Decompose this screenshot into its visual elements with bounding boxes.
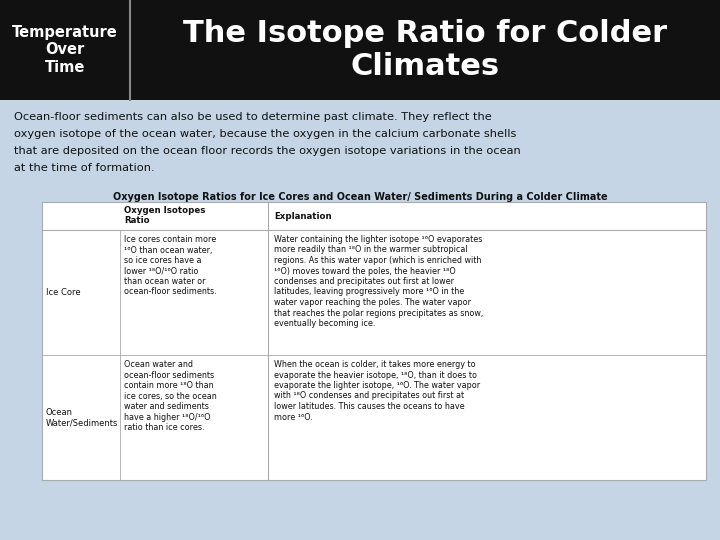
Text: condenses and precipitates out first at lower: condenses and precipitates out first at … [274, 277, 454, 286]
Text: evaporate the heavier isotope, ¹⁸O, than it does to: evaporate the heavier isotope, ¹⁸O, than… [274, 370, 477, 380]
Text: evaporate the lighter isotope, ¹⁶O. The water vapor: evaporate the lighter isotope, ¹⁶O. The … [274, 381, 480, 390]
Bar [0, 0, 720, 100]
Text: ¹⁶O) moves toward the poles, the heavier ¹⁸O: ¹⁶O) moves toward the poles, the heavier… [274, 267, 456, 275]
Text: Ocean-floor sediments can also be used to determine past climate. They reflect t: Ocean-floor sediments can also be used t… [14, 112, 492, 122]
Text: Temperature
Over
Time: Temperature Over Time [12, 25, 118, 75]
Text: water and sediments: water and sediments [124, 402, 209, 411]
Text: contain more ¹⁸O than: contain more ¹⁸O than [124, 381, 214, 390]
Text: than ocean water or: than ocean water or [124, 277, 205, 286]
Bar [0, 100, 720, 540]
Text: Oxygen Isotope Ratios for Ice Cores and Ocean Water/ Sediments During a Colder C: Oxygen Isotope Ratios for Ice Cores and … [113, 192, 607, 202]
Text: more ¹⁶O.: more ¹⁶O. [274, 413, 312, 422]
Text: ocean-floor sediments: ocean-floor sediments [124, 370, 214, 380]
Text: ocean-floor sediments.: ocean-floor sediments. [124, 287, 217, 296]
Text: Water containing the lighter isotope ¹⁶O evaporates: Water containing the lighter isotope ¹⁶O… [274, 235, 482, 244]
Text: Explanation: Explanation [274, 212, 332, 221]
Text: Ice cores contain more: Ice cores contain more [124, 235, 216, 244]
Text: that reaches the polar regions precipitates as snow,: that reaches the polar regions precipita… [274, 308, 483, 318]
Text: at the time of formation.: at the time of formation. [14, 163, 155, 173]
Text: that are deposited on the ocean floor records the oxygen isotope variations in t: that are deposited on the ocean floor re… [14, 146, 521, 156]
Text: ice cores, so the ocean: ice cores, so the ocean [124, 392, 217, 401]
Text: lower ¹⁸O/¹⁶O ratio: lower ¹⁸O/¹⁶O ratio [124, 267, 199, 275]
Text: eventually becoming ice.: eventually becoming ice. [274, 319, 375, 328]
Text: lower latitudes. This causes the oceans to have: lower latitudes. This causes the oceans … [274, 402, 464, 411]
Text: oxygen isotope of the ocean water, because the oxygen in the calcium carbonate s: oxygen isotope of the ocean water, becau… [14, 129, 516, 139]
Text: with ¹⁸O condenses and precipitates out first at: with ¹⁸O condenses and precipitates out … [274, 392, 464, 401]
Text: Ice Core: Ice Core [46, 288, 81, 297]
Text: regions. As this water vapor (which is enriched with: regions. As this water vapor (which is e… [274, 256, 482, 265]
Text: Ocean water and: Ocean water and [124, 360, 193, 369]
Text: so ice cores have a: so ice cores have a [124, 256, 202, 265]
Text: latitudes, leaving progressively more ¹⁶O in the: latitudes, leaving progressively more ¹⁶… [274, 287, 464, 296]
Text: ¹⁶O than ocean water,: ¹⁶O than ocean water, [124, 246, 212, 254]
Text: have a higher ¹⁸O/¹⁶O: have a higher ¹⁸O/¹⁶O [124, 413, 210, 422]
Text: ratio than ice cores.: ratio than ice cores. [124, 423, 204, 432]
Text: Ocean
Water/Sediments: Ocean Water/Sediments [46, 408, 118, 427]
Text: Oxygen Isotopes
Ratio: Oxygen Isotopes Ratio [124, 206, 205, 225]
Text: The Isotope Ratio for Colder
Climates: The Isotope Ratio for Colder Climates [183, 19, 667, 82]
Bar [42, 202, 706, 480]
Text: When the ocean is colder, it takes more energy to: When the ocean is colder, it takes more … [274, 360, 476, 369]
Text: water vapor reaching the poles. The water vapor: water vapor reaching the poles. The wate… [274, 298, 471, 307]
Text: more readily than ¹⁸O in the warmer subtropical: more readily than ¹⁸O in the warmer subt… [274, 246, 467, 254]
